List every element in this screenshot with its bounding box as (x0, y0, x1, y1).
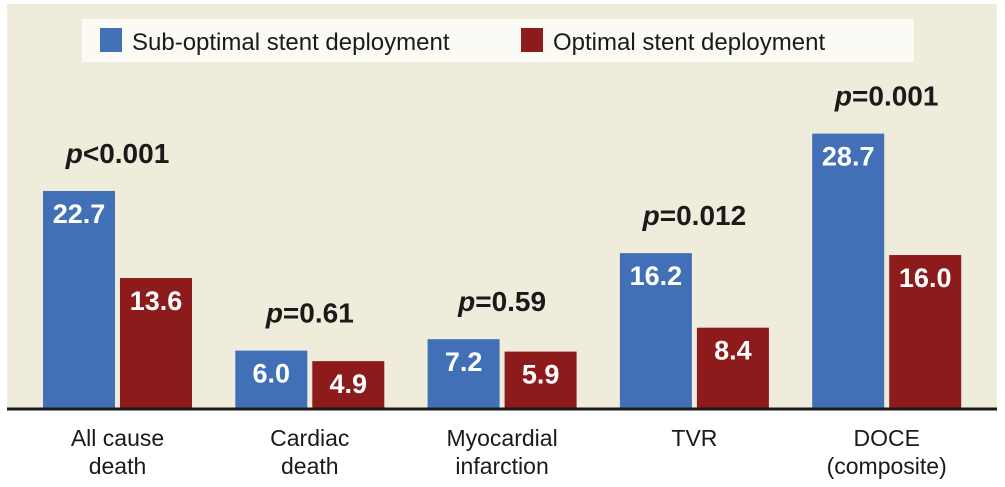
x-tick-label: DOCE (853, 425, 919, 451)
p-value: =0.61 (283, 298, 354, 329)
legend-label-optimal: Optimal stent deployment (553, 29, 825, 56)
bar-sub-optimal (43, 190, 115, 408)
x-tick-label: infarction (455, 453, 548, 479)
p-symbol: p (65, 138, 83, 169)
x-tick-label: (composite) (827, 453, 947, 479)
p-value: <0.001 (83, 138, 169, 169)
p-symbol: p (457, 286, 475, 317)
p-value-label: p=0.61 (265, 298, 354, 329)
legend-swatch-sub-optimal (100, 28, 122, 52)
bar-value-label: 13.6 (130, 286, 183, 316)
p-symbol: p (642, 200, 660, 231)
bar-sub-optimal (235, 350, 308, 408)
bar-value-label: 5.9 (522, 360, 560, 390)
x-tick-label: All cause (71, 425, 164, 451)
p-value-label: p=0.012 (642, 200, 747, 231)
bar-value-label: 16.0 (899, 263, 952, 293)
bar-optimal (504, 351, 577, 408)
legend-swatch-optimal (521, 28, 543, 52)
legend: Sub-optimal stent deployment Optimal sten… (82, 19, 914, 62)
p-symbol: p (265, 298, 283, 329)
bars-group: 22.7 13.6 6.0 4.9 7.2 5.9 16.2 8.4 28.7 16.0 (43, 133, 962, 409)
bar-value-label: 22.7 (53, 199, 106, 229)
bar-value-label: 8.4 (714, 336, 752, 366)
p-value-label: p=0.59 (457, 286, 546, 317)
legend-background (82, 19, 914, 62)
p-value: =0.59 (475, 286, 546, 317)
bar-value-label: 4.9 (330, 369, 368, 399)
bar-value-label: 7.2 (445, 347, 483, 377)
p-symbol: p (834, 81, 852, 112)
bar-optimal (312, 361, 385, 408)
bar-sub-optimal (427, 339, 500, 408)
bar-value-label: 6.0 (253, 359, 291, 389)
bar-value-label: 16.2 (630, 261, 683, 291)
bar-sub-optimal (619, 253, 692, 408)
legend-label-sub-optimal: Sub-optimal stent deployment (132, 29, 450, 56)
bar-sub-optimal (812, 133, 885, 409)
bar-optimal (696, 327, 769, 408)
x-tick-label: Myocardial (446, 425, 557, 451)
x-axis-labels: All causedeathCardiacdeathMyocardialinfa… (71, 425, 947, 479)
x-tick-label: death (89, 453, 147, 479)
bar-optimal (120, 277, 192, 408)
x-tick-label: Cardiac (270, 425, 349, 451)
x-tick-label: TVR (671, 425, 717, 451)
bar-optimal (889, 255, 962, 408)
p-value: =0.001 (852, 81, 938, 112)
p-value-label: p=0.001 (834, 81, 939, 112)
bar-value-label: 28.7 (822, 142, 875, 172)
x-tick-label: death (281, 453, 339, 479)
p-value: =0.012 (660, 200, 746, 231)
p-value-label: p<0.001 (65, 138, 170, 169)
